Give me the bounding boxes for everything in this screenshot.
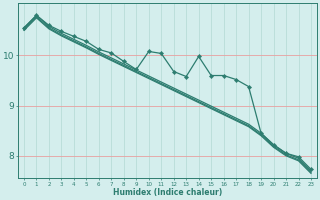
X-axis label: Humidex (Indice chaleur): Humidex (Indice chaleur) (113, 188, 222, 197)
